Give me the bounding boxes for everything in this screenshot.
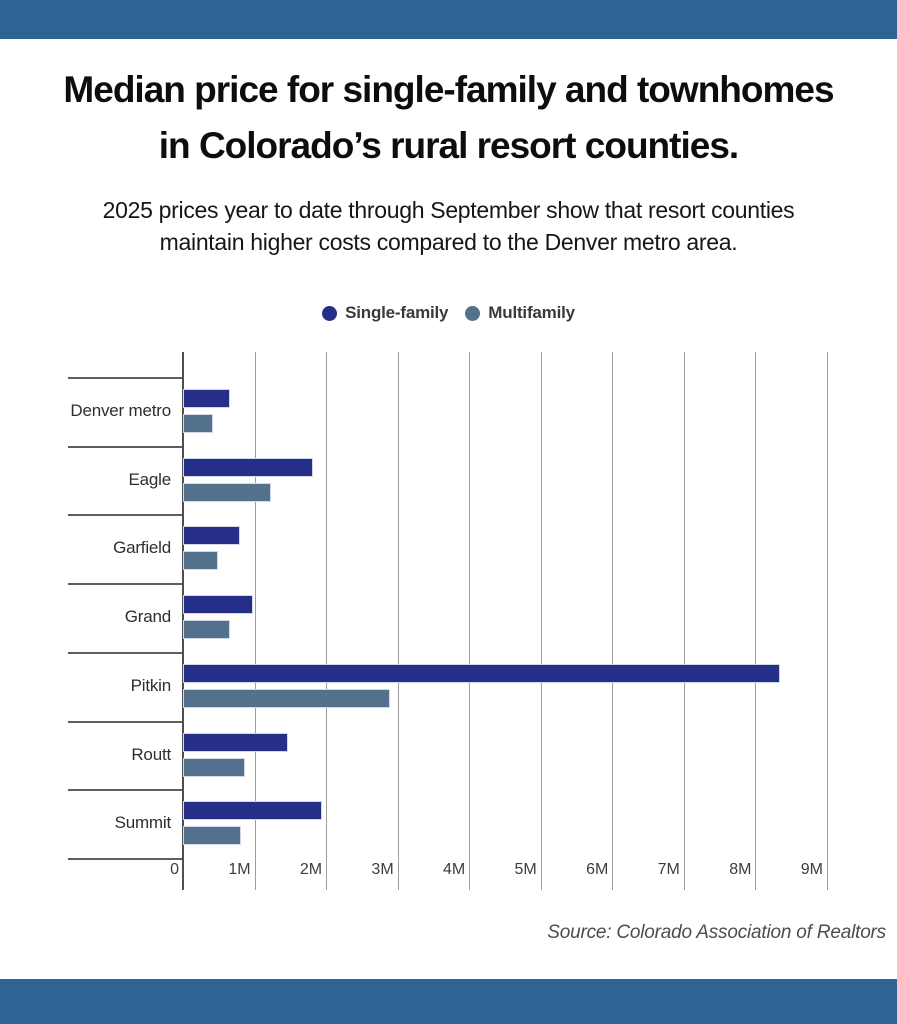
row-separator	[68, 720, 183, 723]
gridline	[683, 352, 685, 890]
legend-item-single-family: Single-family	[322, 303, 448, 323]
bar-single-family	[183, 801, 322, 821]
row-separator	[68, 857, 183, 860]
x-tick-label: 1M	[228, 861, 251, 878]
gridline	[612, 352, 614, 890]
legend: Single-family Multifamily	[0, 303, 897, 323]
bar-multifamily	[183, 688, 390, 708]
chart-subtitle-line1: 2025 prices year to date through Septemb…	[102, 197, 795, 223]
chart-title-line2: in Colorado’s rural resort counties.	[158, 125, 739, 166]
category-label: Garfield	[113, 538, 171, 558]
bar-multifamily	[183, 757, 245, 777]
legend-item-multifamily: Multifamily	[465, 303, 575, 323]
bar-single-family	[183, 526, 240, 546]
category-label: Grand	[124, 607, 171, 627]
row-separator	[68, 514, 183, 517]
row-separator	[68, 651, 183, 654]
category-label: Pitkin	[130, 675, 172, 695]
category-axis: Denver metro Eagle Garfield Grand Pitkin Rout…	[68, 352, 183, 890]
legend-label: Multifamily	[488, 303, 575, 322]
source-credit: Source: Colorado Association of Realtors	[547, 922, 886, 943]
gridline	[397, 352, 399, 890]
x-tick-label: 5M	[514, 861, 537, 878]
bottom-banner	[0, 979, 897, 1024]
bar-single-family	[183, 595, 253, 615]
gridline	[469, 352, 471, 890]
category-label: Eagle	[128, 469, 172, 489]
bar-single-family	[183, 663, 781, 683]
chart-subtitle: 2025 prices year to date through Septemb…	[0, 194, 897, 258]
row-separator	[68, 445, 183, 448]
bar-multifamily	[183, 482, 271, 502]
gridline	[326, 352, 328, 890]
gridline	[755, 352, 757, 890]
x-tick-label: 7M	[657, 861, 680, 878]
category-label: Summit	[114, 813, 172, 833]
row-separator	[68, 789, 183, 792]
x-tick-label: 6M	[586, 861, 609, 878]
x-tick-label: 2M	[299, 861, 323, 878]
x-tick-label: 3M	[371, 861, 394, 878]
plot-area: 0 1M 2M 3M 4M 5M 6M 7M 8M 9M	[170, 352, 828, 890]
chart-title-line1: Median price for single-family and townh…	[63, 69, 834, 110]
bar-multifamily	[183, 620, 230, 640]
chart-title: Median price for single-family and townh…	[0, 62, 897, 174]
single-family-dot-icon	[322, 305, 338, 321]
legend-label: Single-family	[345, 303, 449, 322]
bar-single-family	[183, 732, 288, 752]
x-tick-label: 4M	[442, 861, 466, 878]
bar-multifamily	[183, 414, 214, 433]
bar-single-family	[183, 389, 230, 408]
chart-subtitle-line2: maintain higher costs compared to the De…	[159, 229, 738, 255]
top-banner	[0, 0, 897, 39]
gridline	[254, 352, 256, 890]
category-label: Denver metro	[70, 401, 171, 420]
row-separator	[68, 583, 183, 586]
multifamily-dot-icon	[465, 305, 481, 321]
x-tick-label: 8M	[729, 861, 752, 878]
bar-single-family	[183, 457, 314, 477]
gridline	[827, 352, 828, 890]
row-separator	[68, 377, 183, 379]
bar-multifamily	[183, 826, 241, 846]
x-tick-label: 9M	[800, 861, 823, 878]
bar-multifamily	[183, 551, 218, 571]
category-label: Routt	[131, 744, 171, 764]
gridline	[540, 352, 542, 890]
x-tick-label: 0	[170, 861, 179, 878]
